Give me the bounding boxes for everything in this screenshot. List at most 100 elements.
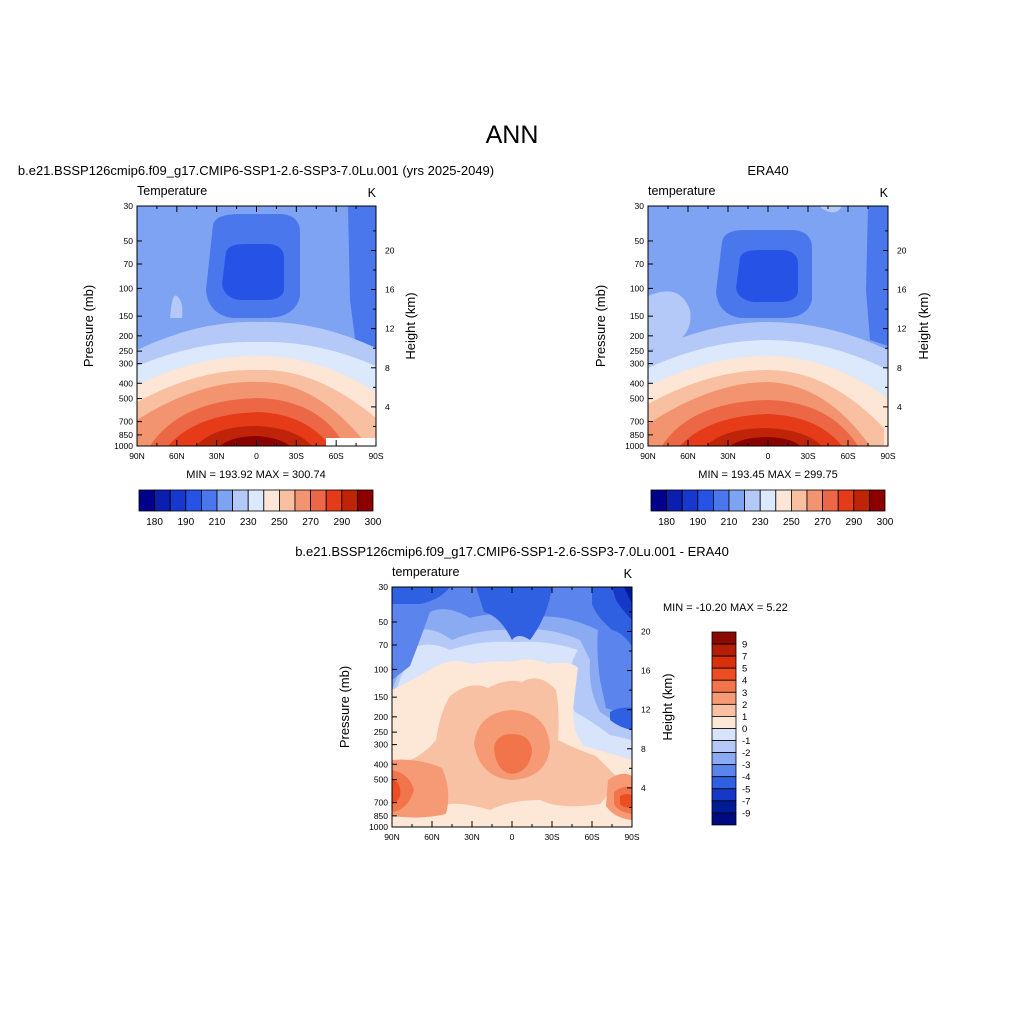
y-tick-label: 150 [630,311,644,321]
y-tick-label: 700 [630,417,644,427]
y-tick-label: 300 [630,359,644,369]
colorbar-swatch [822,489,839,512]
contour-fill-level [392,770,414,812]
colorbar-label: 1 [742,712,747,723]
colorbar-swatch [711,788,737,802]
contour-fill-level [348,206,376,350]
panel-model-colorbar: 180 190 210 230 250 270 290 300 [138,489,382,528]
colorbar-swatch [728,489,746,512]
contour-fill-level [866,206,888,346]
colorbar-label: 190 [177,517,194,528]
x-tick-label: 0 [766,451,771,461]
colorbar-swatch [681,489,699,512]
contour-fill-level [476,587,552,640]
contour-fill-level [392,587,632,718]
y-tick-label: 500 [630,394,644,404]
y-tick-label: 700 [374,798,388,808]
contour-fill-level [196,426,312,446]
x-tick-label: 90N [384,832,400,842]
y-tick-label: 1000 [369,822,388,832]
panel-obs-y2label: Height (km) [916,292,931,359]
colorbar-swatch [837,489,855,512]
colorbar-label: -5 [742,784,750,795]
y-tick-label: 700 [119,417,133,427]
colorbar-label: 210 [209,517,226,528]
panel-diff-y2label: Height (km) [660,673,675,740]
contour-fill-level [494,734,532,774]
colorbar-swatch [341,489,358,512]
y2-tick-label: 8 [385,363,390,373]
colorbar-swatch [711,691,737,705]
panel-model-contours [137,206,376,446]
x-tick-label: 30S [800,451,815,461]
colorbar-swatch [711,812,737,826]
colorbar-swatch [185,489,202,512]
panel-diff-ylabel: Pressure (mb) [337,666,352,748]
figure-title: ANN [486,121,539,149]
colorbar-swatch [247,489,265,512]
x-tick-label: 90S [880,451,895,461]
y-tick-label: 850 [630,430,644,440]
panel-diff-title: b.e21.BSSP126cmip6.f09_g17.CMIP6-SSP1-2.… [295,544,729,559]
colorbar-label: -3 [742,760,750,771]
y-tick-label: 400 [630,378,644,388]
x-tick-label: 60S [840,451,855,461]
y2-tick-label: 20 [385,245,395,255]
colorbar-label: 230 [752,517,769,528]
colorbar-swatch [263,489,280,512]
colorbar-swatch [711,667,737,681]
colorbar-swatch [791,489,808,512]
y2-tick-label: 8 [897,363,902,373]
colorbar-label: 270 [302,517,319,528]
colorbar-swatch [711,679,737,693]
y2-tick-label: 12 [897,324,907,334]
colorbar-label: 180 [146,517,163,528]
missing-data-patch [326,438,376,446]
y-tick-label: 850 [374,811,388,821]
y-tick-label: 200 [119,331,133,341]
colorbar-swatch [666,489,683,512]
y-tick-label: 50 [379,617,389,627]
y2-tick-label: 4 [385,402,390,412]
y-tick-label: 300 [119,359,133,369]
colorbar-swatch [325,489,343,512]
colorbar-label: 9 [742,640,747,651]
colorbar-label: 3 [742,688,747,699]
x-tick-label: 90N [129,451,145,461]
panel-model-stats: MIN = 193.92 MAX = 300.74 [186,469,325,481]
contour-fill-level [392,587,632,730]
y-tick-label: 200 [630,331,644,341]
colorbar-label: 2 [742,700,747,711]
panel-obs-contours [648,206,888,446]
y-tick-label: 100 [119,283,133,293]
y2-tick-label: 4 [641,783,646,793]
colorbar-swatch [138,489,156,512]
colorbar-swatch [744,489,761,512]
colorbar-swatch [216,489,234,512]
panel-obs-left-label: temperature [648,184,715,198]
contour-fill-level [170,295,183,318]
colorbar-swatch [711,740,737,753]
panel-obs-title: ERA40 [747,163,788,178]
y-tick-label: 850 [119,430,133,440]
colorbar-label: 270 [814,517,831,528]
y-tick-label: 70 [124,259,134,269]
panel-obs-axes: 90N 60N 30N 0 30S 60S 90S 30 50 70 100 150 200 250 300… [625,201,907,461]
x-tick-label: 60S [584,832,599,842]
contour-fill-level [392,778,401,804]
y-tick-label: 500 [374,775,388,785]
y-tick-label: 150 [119,311,133,321]
panel-obs-ylabel: Pressure (mb) [593,285,608,367]
y-tick-label: 400 [119,378,133,388]
x-tick-label: 90S [368,451,383,461]
colorbar-swatch [711,752,737,766]
y-tick-label: 30 [635,201,645,211]
y-tick-label: 100 [374,664,388,674]
panel-model-left-label: Temperature [137,184,207,198]
x-tick-label: 60S [329,451,344,461]
contour-fill-level [820,206,842,213]
y-tick-label: 250 [374,727,388,737]
colorbar-label: 5 [742,664,747,675]
contour-fill-level [392,587,450,604]
y2-tick-label: 16 [385,285,395,295]
